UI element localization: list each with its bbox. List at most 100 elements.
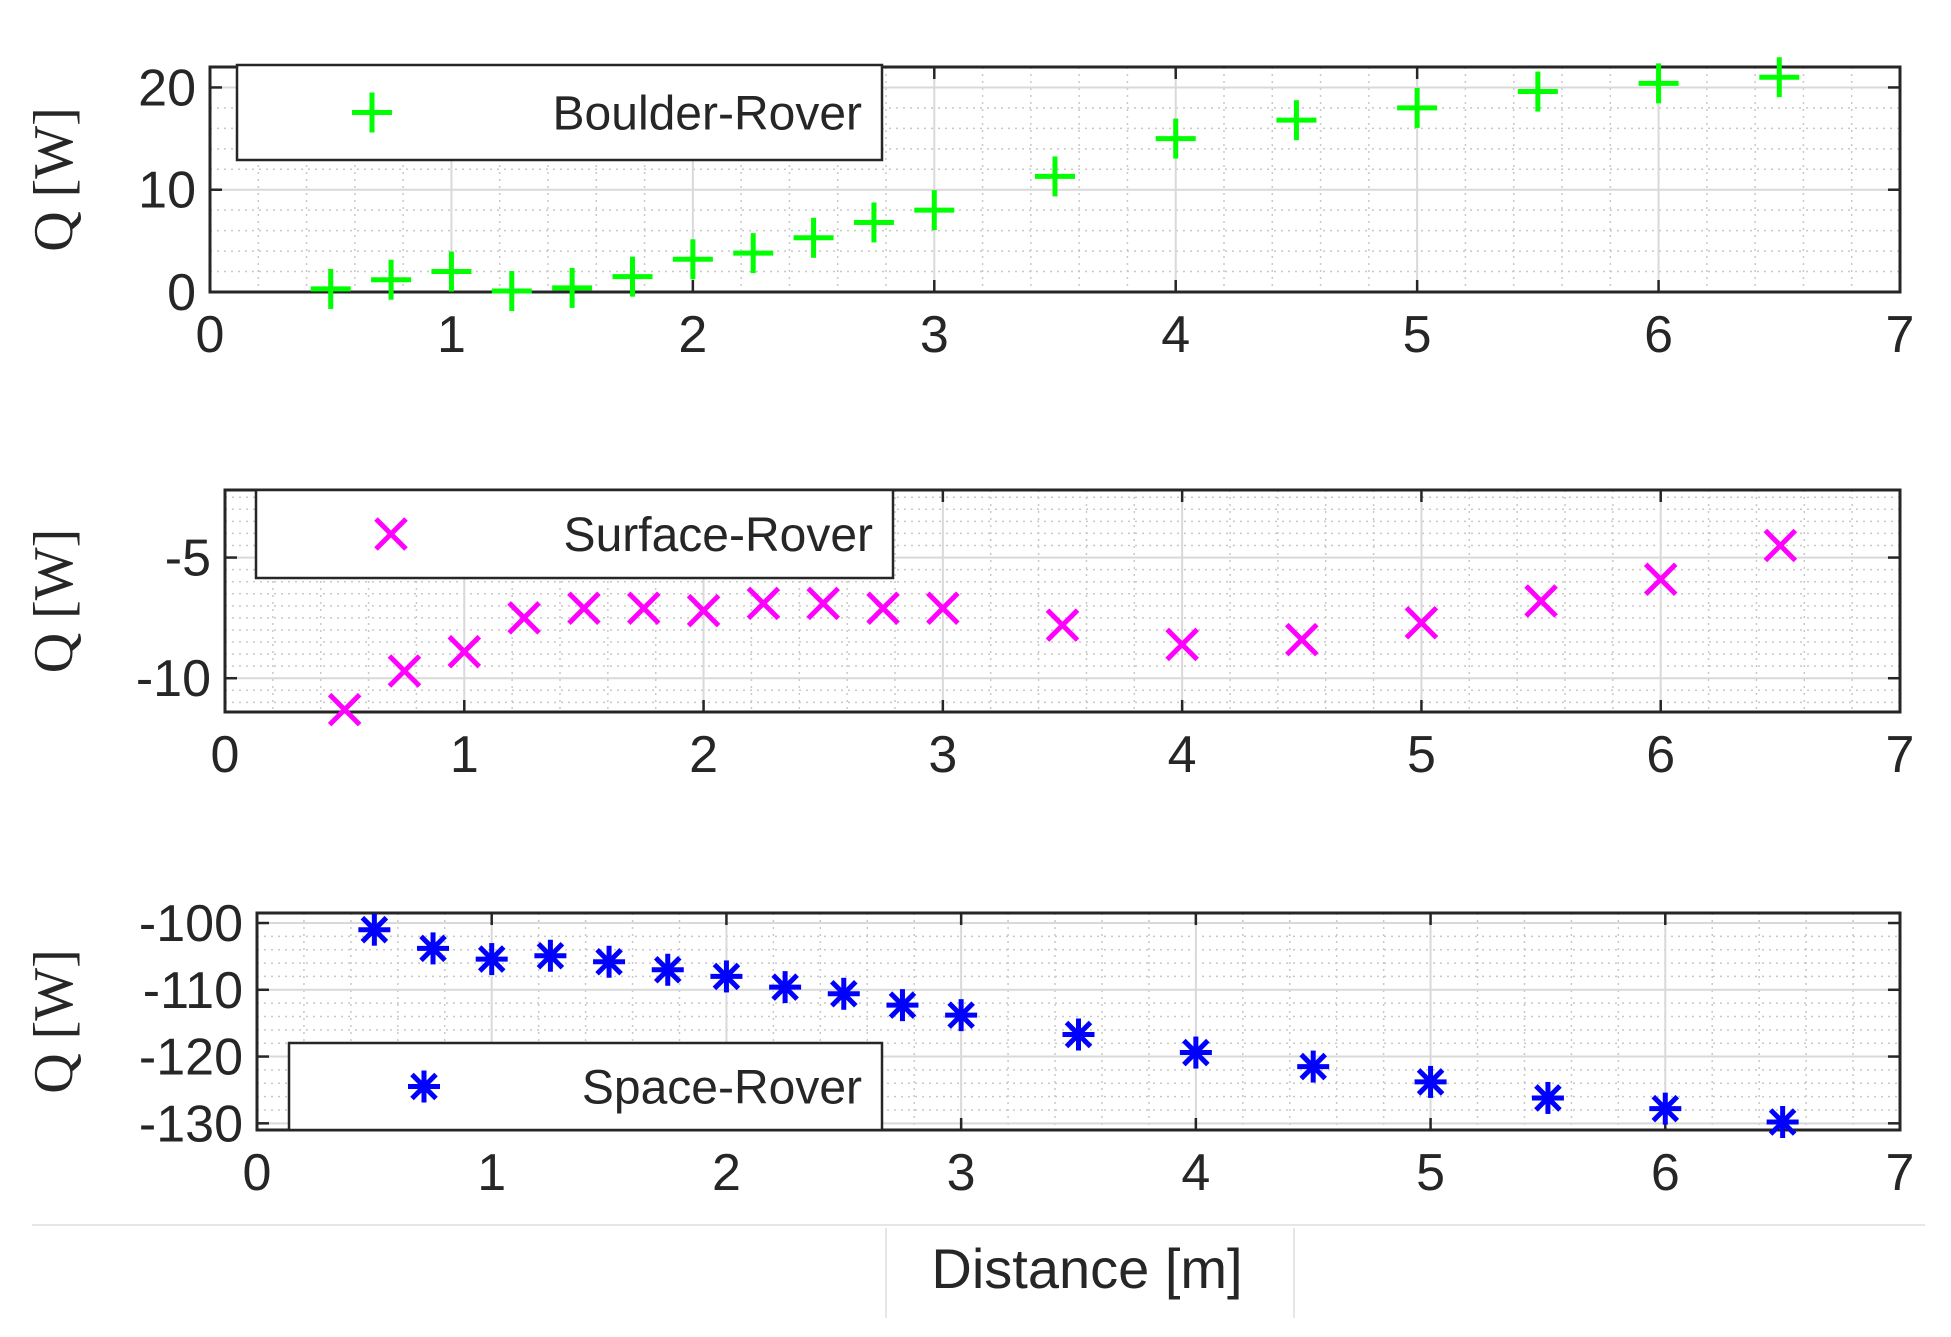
axes-box bbox=[255, 911, 1902, 1132]
y-tick-label: -110 bbox=[143, 962, 243, 1020]
legend-marker bbox=[408, 1070, 440, 1103]
data-point bbox=[866, 591, 900, 626]
x-tick-label: 4 bbox=[1181, 1144, 1210, 1202]
data-point bbox=[626, 591, 661, 626]
data-point bbox=[853, 202, 894, 243]
data-point bbox=[806, 586, 840, 621]
x-tick-label: 5 bbox=[1407, 726, 1436, 784]
data-point bbox=[651, 953, 684, 986]
y-tick-label: 20 bbox=[138, 59, 196, 117]
legend-marker bbox=[374, 517, 408, 551]
y-tick-label: -130 bbox=[139, 1095, 243, 1153]
y-tick-label: -120 bbox=[139, 1029, 243, 1087]
data-point bbox=[310, 268, 351, 309]
data-point bbox=[769, 971, 802, 1004]
data-point bbox=[491, 270, 532, 311]
axes-box bbox=[208, 65, 1902, 294]
data-point bbox=[1276, 100, 1317, 141]
data-point bbox=[371, 259, 412, 300]
y-tick-label: -100 bbox=[139, 895, 243, 953]
data-point bbox=[1179, 1036, 1212, 1069]
data-point bbox=[827, 977, 860, 1010]
x-tick-label: 6 bbox=[1646, 726, 1675, 784]
data-point bbox=[1759, 57, 1800, 98]
x-tick-label: 2 bbox=[689, 726, 718, 784]
data-point bbox=[507, 601, 541, 635]
data-point bbox=[358, 913, 391, 946]
data-point bbox=[1285, 622, 1319, 657]
x-axis-label: Distance [m] bbox=[931, 1237, 1242, 1300]
legend-box bbox=[235, 63, 884, 162]
data-point bbox=[746, 586, 781, 621]
data-point bbox=[1397, 87, 1438, 128]
legend: Space-Rover bbox=[287, 1041, 884, 1132]
x-tick-label: 5 bbox=[1403, 306, 1432, 364]
legend: Boulder-Rover bbox=[235, 63, 884, 162]
data-point bbox=[1517, 71, 1558, 112]
y-axis-label: Q [W] bbox=[23, 949, 85, 1094]
x-tick-label: 2 bbox=[678, 306, 707, 364]
data-point bbox=[1062, 1018, 1095, 1051]
x-tick-label: 1 bbox=[450, 726, 479, 784]
data-point bbox=[1524, 584, 1558, 618]
data-point bbox=[327, 692, 362, 727]
legend-box bbox=[254, 488, 895, 580]
data-point bbox=[475, 943, 508, 976]
y-tick-label: -5 bbox=[165, 530, 211, 588]
data-point bbox=[1763, 528, 1798, 563]
y-axis-label: Q [W] bbox=[23, 529, 85, 674]
data-point bbox=[914, 190, 955, 231]
data-points bbox=[327, 528, 1798, 727]
data-point bbox=[1165, 627, 1199, 662]
legend-label: Space-Rover bbox=[582, 1062, 862, 1115]
subplot-space-rover: 0 1 2 3 4 5 6 7 -100 -110 -120 -130 Q [W] Space-Rover bbox=[23, 895, 1914, 1202]
x-tick-label: 0 bbox=[211, 726, 240, 784]
x-tick-label: 1 bbox=[437, 306, 466, 364]
legend-marker bbox=[352, 92, 392, 133]
subplot-surface-rover: 0 1 2 3 4 5 6 7 -5 -10 Q [W] Surface-Rover bbox=[23, 488, 1914, 784]
data-point bbox=[1414, 1065, 1447, 1098]
data-point bbox=[945, 999, 978, 1032]
data-point bbox=[1638, 63, 1679, 104]
data-point bbox=[793, 217, 834, 258]
x-tick-label: 2 bbox=[712, 1144, 741, 1202]
y-tick-label: -10 bbox=[136, 650, 211, 708]
data-point bbox=[417, 932, 450, 965]
data-point bbox=[1155, 118, 1196, 159]
legend-label: Boulder-Rover bbox=[553, 88, 862, 141]
legend-label: Surface-Rover bbox=[564, 509, 873, 562]
x-tick-label: 7 bbox=[1886, 1144, 1915, 1202]
x-tick-label: 3 bbox=[928, 726, 957, 784]
data-point bbox=[710, 960, 743, 993]
x-tick-label: 7 bbox=[1886, 306, 1915, 364]
data-point bbox=[1531, 1081, 1564, 1114]
x-tick-label: 0 bbox=[243, 1144, 272, 1202]
legend-box bbox=[287, 1041, 884, 1132]
data-point bbox=[593, 945, 626, 978]
data-point bbox=[431, 251, 472, 292]
data-point bbox=[1297, 1050, 1330, 1083]
x-tick-label: 3 bbox=[947, 1144, 976, 1202]
x-tick-label: 4 bbox=[1168, 726, 1197, 784]
subplot-boulder-rover: 0 1 2 3 4 5 6 7 0 10 20 Q [W] Boulder-Rover bbox=[23, 57, 1914, 364]
data-points bbox=[310, 57, 1800, 311]
y-axis-label: Q [W] bbox=[23, 107, 85, 252]
data-point bbox=[612, 256, 653, 297]
data-point bbox=[686, 593, 721, 628]
data-point bbox=[672, 239, 713, 280]
data-point bbox=[1045, 608, 1080, 642]
x-tick-label: 6 bbox=[1651, 1144, 1680, 1202]
legend: Surface-Rover bbox=[254, 488, 895, 580]
y-tick-label: 10 bbox=[138, 162, 196, 220]
data-point bbox=[1643, 562, 1678, 597]
data-point bbox=[886, 989, 919, 1022]
data-point bbox=[733, 233, 774, 274]
data-points bbox=[358, 913, 1799, 1138]
x-tick-label: 0 bbox=[196, 306, 225, 364]
data-point bbox=[1404, 605, 1439, 640]
x-tick-label: 3 bbox=[920, 306, 949, 364]
data-point bbox=[387, 654, 422, 688]
data-point bbox=[447, 634, 482, 669]
x-tick-label: 1 bbox=[477, 1144, 506, 1202]
data-point bbox=[552, 267, 593, 308]
